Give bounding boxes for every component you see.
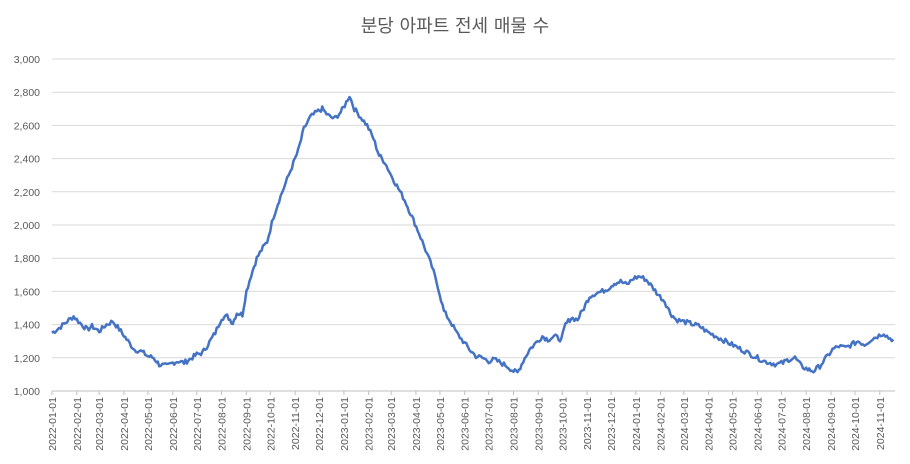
x-tick-label: 2024-04-01 — [704, 397, 716, 451]
y-tick-label: 1,600 — [14, 286, 40, 298]
series-line — [51, 95, 895, 374]
x-tick-label: 2024-07-01 — [776, 397, 788, 451]
x-tick-label: 2023-03-01 — [386, 397, 398, 451]
y-tick-label: 2,200 — [14, 187, 40, 199]
x-tick-label: 2024-02-01 — [656, 397, 668, 451]
x-tick-label: 2023-09-01 — [533, 397, 545, 451]
x-tick-label: 2022-05-01 — [143, 397, 155, 451]
y-tick-label: 1,200 — [14, 353, 40, 365]
x-tick-label: 2022-10-01 — [265, 397, 277, 451]
x-tick-label: 2024-06-01 — [752, 397, 764, 451]
x-tick-label: 2022-09-01 — [241, 397, 253, 451]
x-tick-label: 2023-04-01 — [411, 397, 423, 451]
x-tick-label: 2024-08-01 — [801, 397, 813, 451]
x-tick-label: 2023-06-01 — [460, 397, 472, 451]
y-tick-label: 2,600 — [14, 120, 40, 132]
y-tick-label: 2,000 — [14, 220, 40, 232]
x-tick-label: 2022-07-01 — [192, 397, 204, 451]
x-tick-label: 2022-06-01 — [168, 397, 180, 451]
x-tick-label: 2022-11-01 — [290, 397, 302, 450]
x-tick-label: 2024-05-01 — [728, 397, 740, 451]
x-tick-label: 2022-12-01 — [314, 397, 326, 451]
x-tick-label: 2023-11-01 — [582, 397, 594, 450]
x-tick-label: 2024-03-01 — [679, 397, 691, 451]
y-tick-label: 1,800 — [14, 253, 40, 265]
x-tick-label: 2024-10-01 — [850, 397, 862, 451]
x-tick-label: 2023-01-01 — [339, 397, 351, 451]
chart-title: 분당 아파트 전세 매물 수 — [360, 16, 550, 37]
x-tick-label: 2023-10-01 — [557, 397, 569, 451]
x-tick-label: 2022-08-01 — [217, 397, 229, 451]
x-tick-label: 2023-07-01 — [484, 397, 496, 451]
x-tick-label: 2023-12-01 — [606, 397, 618, 451]
y-tick-label: 1,400 — [14, 320, 40, 332]
x-tick-label: 2022-04-01 — [119, 397, 131, 451]
x-tick-label: 2022-03-01 — [94, 397, 106, 451]
x-tick-label: 2023-08-01 — [508, 397, 520, 451]
y-tick-label: 2,800 — [14, 87, 40, 99]
x-tick-label: 2022-02-01 — [72, 397, 84, 451]
x-tick-label: 2024-01-01 — [631, 397, 643, 451]
x-tick-label: 2023-05-01 — [435, 397, 447, 451]
x-tick-label: 2022-01-01 — [47, 397, 59, 451]
x-tick-label: 2024-09-01 — [826, 397, 838, 451]
y-tick-label: 3,000 — [14, 54, 40, 66]
x-tick-label: 2024-11-01 — [875, 397, 887, 450]
x-tick-label: 2023-02-01 — [364, 397, 376, 451]
y-tick-label: 2,400 — [14, 154, 40, 166]
y-tick-label: 1,000 — [14, 386, 40, 398]
